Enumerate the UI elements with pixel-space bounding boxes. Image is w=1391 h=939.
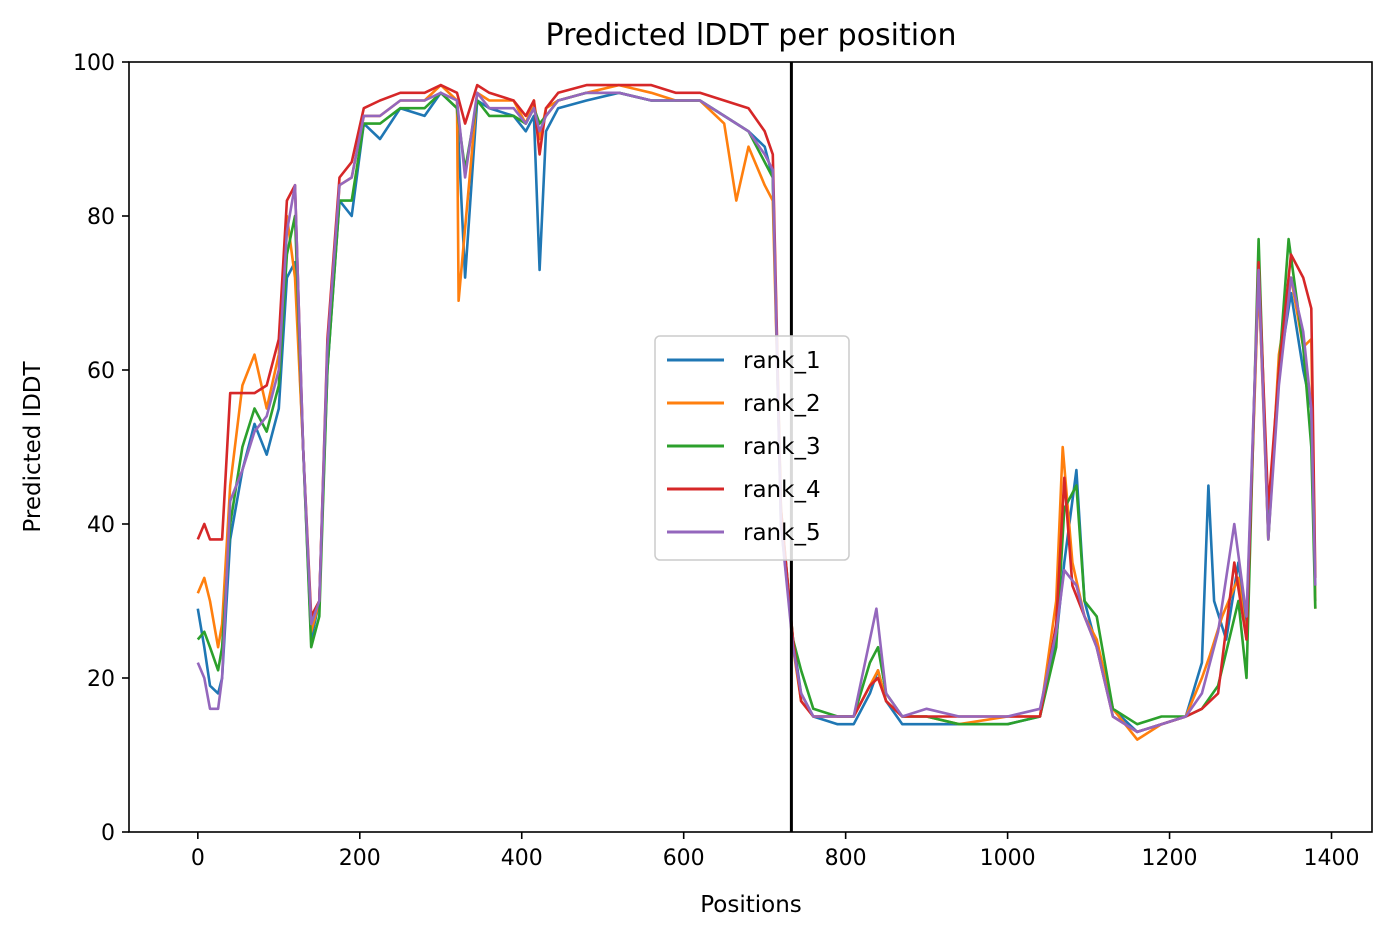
x-tick-label: 400 [501,846,543,871]
y-tick-label: 100 [73,51,115,76]
x-axis-label: Positions [700,892,802,918]
y-tick-label: 60 [87,359,115,384]
x-tick-label: 600 [663,846,705,871]
x-tick-label: 800 [825,846,867,871]
legend-label-rank_1: rank_1 [743,348,821,374]
chart-title: Predicted lDDT per position [546,18,957,53]
x-tick-label: 0 [191,846,205,871]
x-tick-label: 200 [339,846,381,871]
y-tick-label: 80 [87,205,115,230]
series-layer [196,83,1317,741]
x-tick-label: 1000 [980,846,1036,871]
y-tick-label: 20 [87,667,115,692]
y-tick-label: 40 [87,513,115,538]
legend-label-rank_5: rank_5 [743,520,821,546]
x-tick-label: 1400 [1304,846,1360,871]
y-axis: 0 20 40 60 80 100 [73,51,129,846]
y-axis-label: Predicted lDDT [20,360,46,532]
legend-label-rank_4: rank_4 [743,477,821,503]
x-tick-label: 1200 [1142,846,1198,871]
legend-label-rank_3: rank_3 [743,434,821,460]
plot-frame [128,61,1373,833]
legend-box [654,335,850,561]
y-tick-label: 0 [101,821,115,846]
x-axis: 0 200 400 600 800 1000 1200 1400 [191,832,1360,871]
series-line-rank_5 [196,91,1317,734]
legend: rank_1 rank_2 rank_3 rank_4 rank_5 [654,335,850,561]
legend-label-rank_2: rank_2 [743,391,821,417]
